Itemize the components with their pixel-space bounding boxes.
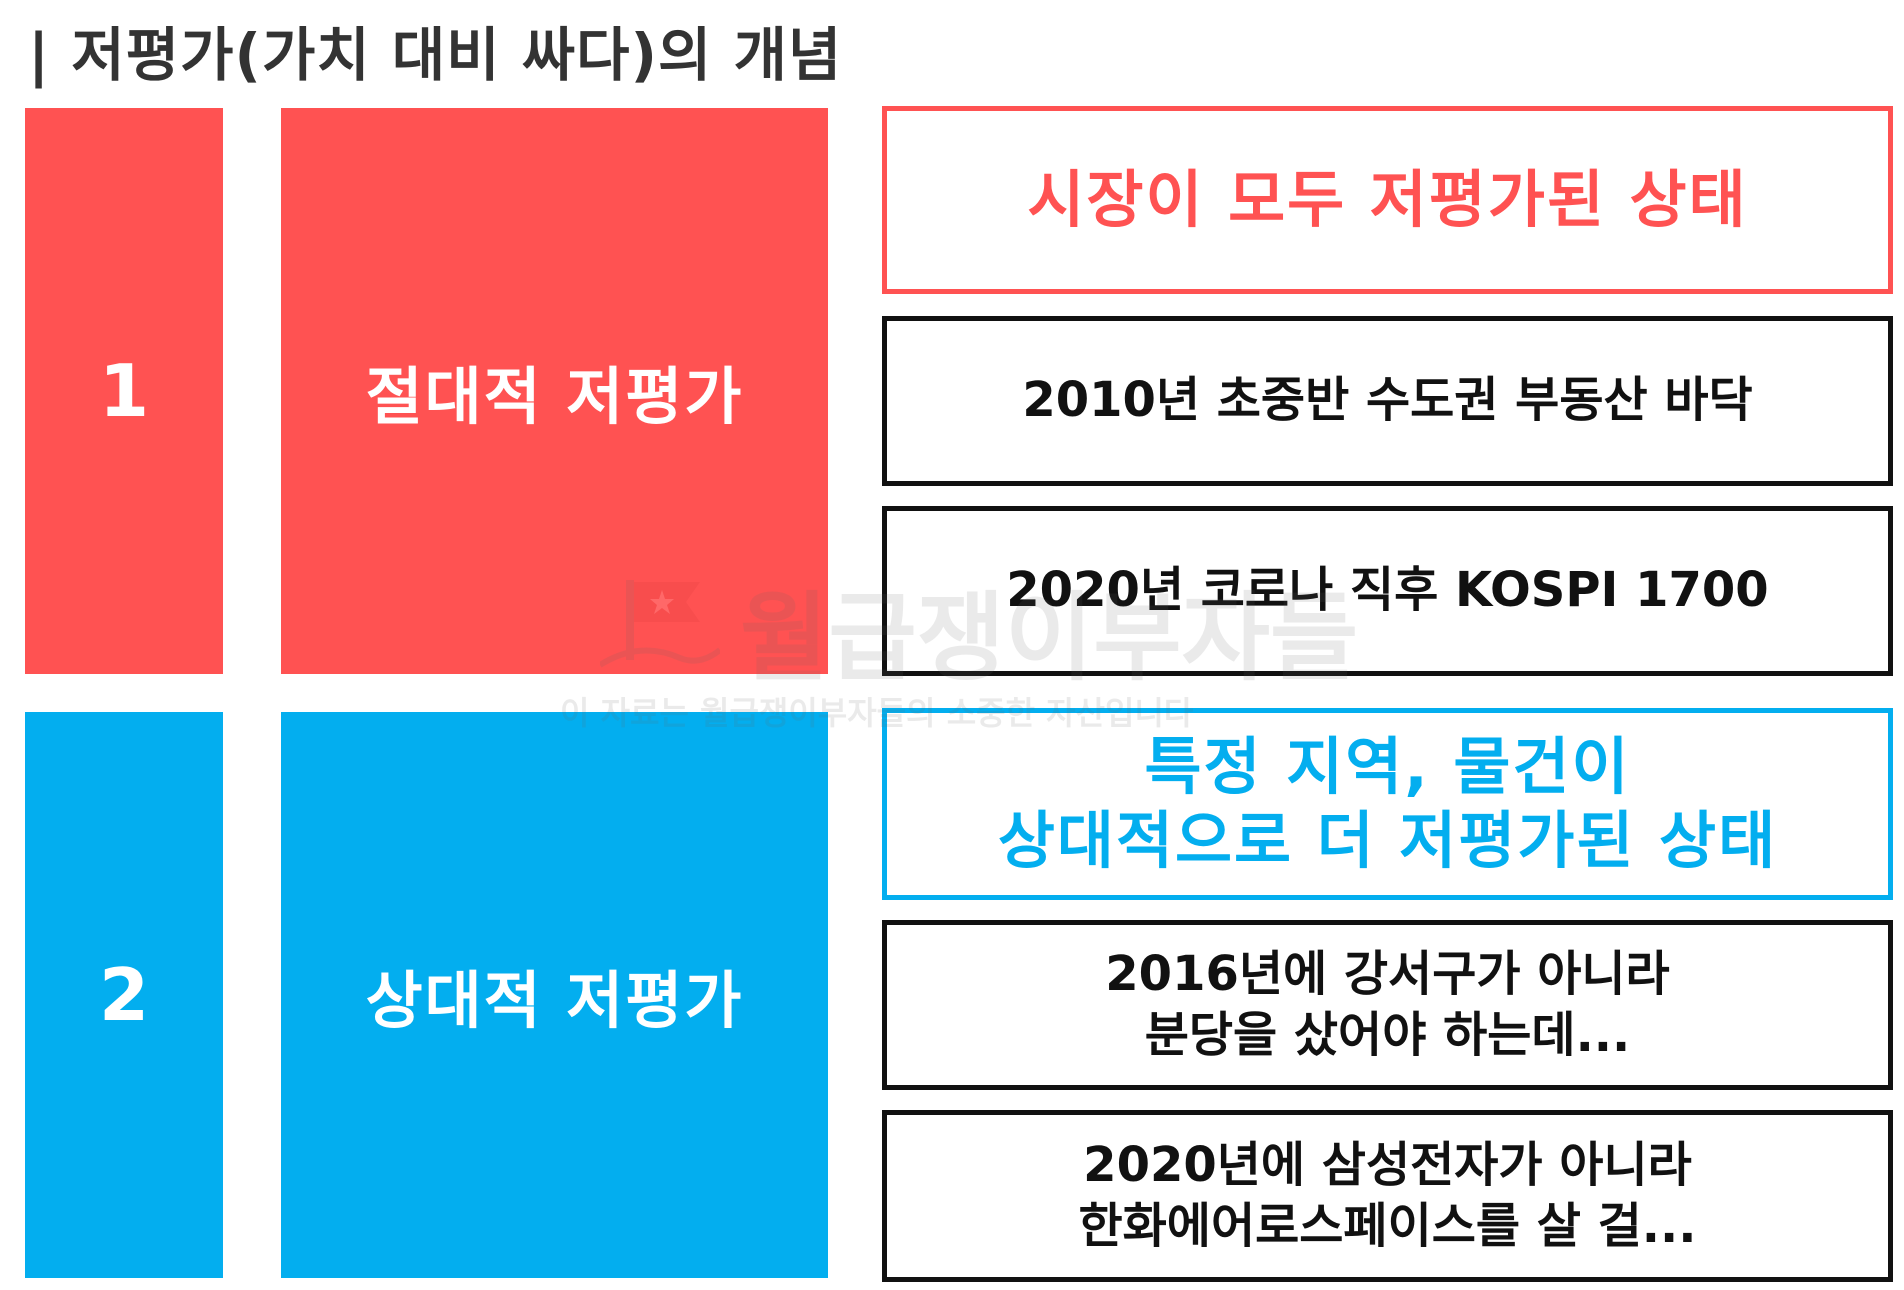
section-2-number: 2	[25, 712, 223, 1278]
section-1-number: 1	[25, 108, 223, 674]
section-1-heading: 시장이 모두 저평가된 상태	[882, 106, 1893, 294]
section-1-example-2: 2020년 코로나 직후 KOSPI 1700	[882, 506, 1893, 676]
section-2-label: 상대적 저평가	[281, 712, 828, 1278]
section-1-example-1: 2010년 초중반 수도권 부동산 바닥	[882, 316, 1893, 486]
section-1-label: 절대적 저평가	[281, 108, 828, 674]
section-2-example-2: 2020년에 삼성전자가 아니라 한화에어로스페이스를 살 걸...	[882, 1110, 1893, 1282]
page-title: | 저평가(가치 대비 싸다)의 개념	[28, 21, 843, 89]
section-2-heading: 특정 지역, 물건이 상대적으로 더 저평가된 상태	[882, 708, 1893, 900]
section-2-example-1: 2016년에 강서구가 아니라 분당을 샀어야 하는데...	[882, 920, 1893, 1090]
